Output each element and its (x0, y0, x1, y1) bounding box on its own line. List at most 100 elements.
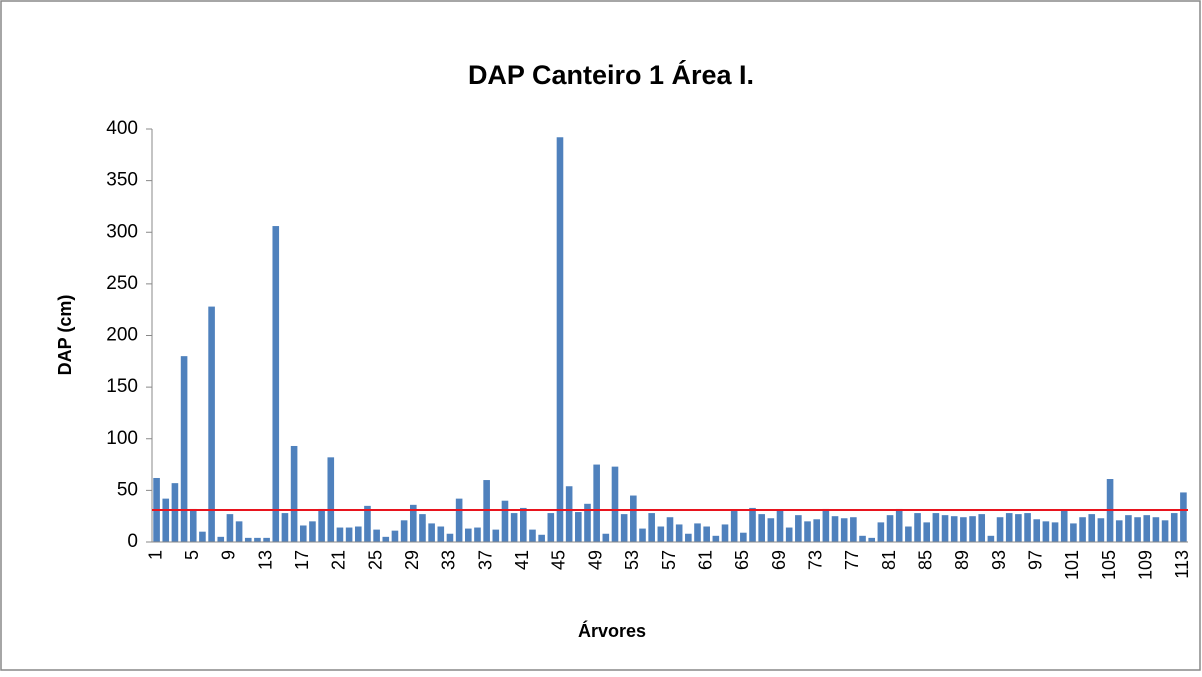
bar (813, 519, 820, 542)
bar (584, 503, 591, 542)
bar (941, 515, 949, 542)
bar (694, 523, 701, 542)
bar (1170, 513, 1178, 542)
bar (409, 504, 417, 542)
bar (1143, 515, 1151, 542)
bar (602, 533, 610, 542)
bar (923, 522, 931, 542)
bar (437, 526, 445, 542)
bar (575, 512, 582, 542)
bar (465, 528, 472, 542)
bar (620, 514, 628, 542)
bar (593, 464, 600, 542)
y-tick-label: 300 (106, 221, 138, 242)
x-tick-label: 33 (439, 550, 459, 570)
bar (1070, 523, 1077, 542)
bar (1042, 521, 1050, 542)
bar (189, 508, 197, 542)
bar (886, 515, 894, 542)
x-tick-label: 49 (585, 550, 605, 570)
x-tick-label: 9 (219, 550, 239, 560)
bar (730, 511, 738, 542)
bar (1180, 492, 1187, 542)
bar (932, 513, 940, 542)
x-tick-label: 81 (879, 550, 899, 570)
bar (180, 356, 188, 542)
bar (263, 537, 270, 542)
bar (520, 507, 527, 542)
bar (703, 526, 710, 542)
bar (373, 529, 380, 542)
bar (822, 508, 830, 542)
x-tick-label: 65 (732, 550, 752, 570)
bar (235, 521, 243, 542)
bar (877, 522, 885, 542)
bar (657, 526, 665, 542)
bar (272, 226, 280, 542)
x-tick-label: 57 (659, 550, 679, 570)
x-tick-label: 97 (1025, 550, 1045, 570)
x-tick-label: 69 (769, 550, 789, 570)
bar (254, 537, 261, 542)
x-tick-label: 109 (1135, 550, 1155, 580)
y-tick-label: 350 (106, 170, 138, 191)
x-tick-label: 113 (1172, 550, 1192, 579)
bar (685, 533, 692, 542)
x-tick-label: 77 (842, 550, 862, 570)
x-tick-label: 45 (549, 550, 569, 570)
bar (419, 514, 426, 542)
x-tick-label: 105 (1099, 550, 1119, 580)
x-tick-label: 29 (402, 550, 422, 570)
x-tick-label: 25 (365, 550, 385, 570)
bar (960, 517, 967, 542)
bar (950, 516, 958, 542)
x-tick-label: 5 (182, 550, 202, 560)
bar (217, 536, 225, 542)
y-tick-label: 400 (106, 118, 138, 139)
bar (290, 445, 298, 542)
bar (391, 530, 399, 542)
bar (914, 513, 921, 542)
bar (1134, 517, 1141, 542)
bar (199, 531, 206, 542)
bar (208, 306, 215, 542)
bar (795, 515, 802, 542)
bar (171, 483, 179, 542)
bar (712, 535, 720, 542)
bar (868, 537, 875, 542)
bar (987, 535, 995, 542)
y-tick-label: 200 (106, 325, 138, 346)
bar (611, 466, 619, 542)
bar (492, 529, 500, 542)
bar (336, 527, 344, 542)
bar (1115, 520, 1123, 542)
x-tick-label: 101 (1062, 550, 1082, 580)
bar (226, 514, 234, 542)
bar (776, 509, 784, 542)
bar (428, 523, 435, 542)
bar (996, 517, 1004, 542)
bar (859, 535, 866, 542)
x-tick-label: 73 (805, 550, 825, 570)
x-tick-label: 37 (475, 550, 495, 570)
bar (767, 518, 775, 542)
y-tick-label: 50 (117, 479, 138, 500)
bar (1079, 517, 1086, 542)
bar (648, 513, 655, 542)
bar (721, 524, 729, 542)
x-tick-label: 13 (255, 550, 275, 570)
bar (1125, 515, 1132, 542)
bar (309, 521, 316, 542)
x-tick-label: 61 (695, 550, 715, 570)
x-tick-label: 1 (145, 550, 165, 560)
x-tick-label: 85 (915, 550, 935, 570)
bar (1015, 514, 1022, 542)
bar (345, 527, 353, 542)
bar (831, 516, 839, 542)
bar (364, 505, 371, 542)
bar (244, 537, 252, 542)
bar (400, 520, 408, 542)
bar (529, 529, 536, 542)
bar (382, 536, 390, 542)
x-tick-label: 17 (292, 550, 312, 570)
